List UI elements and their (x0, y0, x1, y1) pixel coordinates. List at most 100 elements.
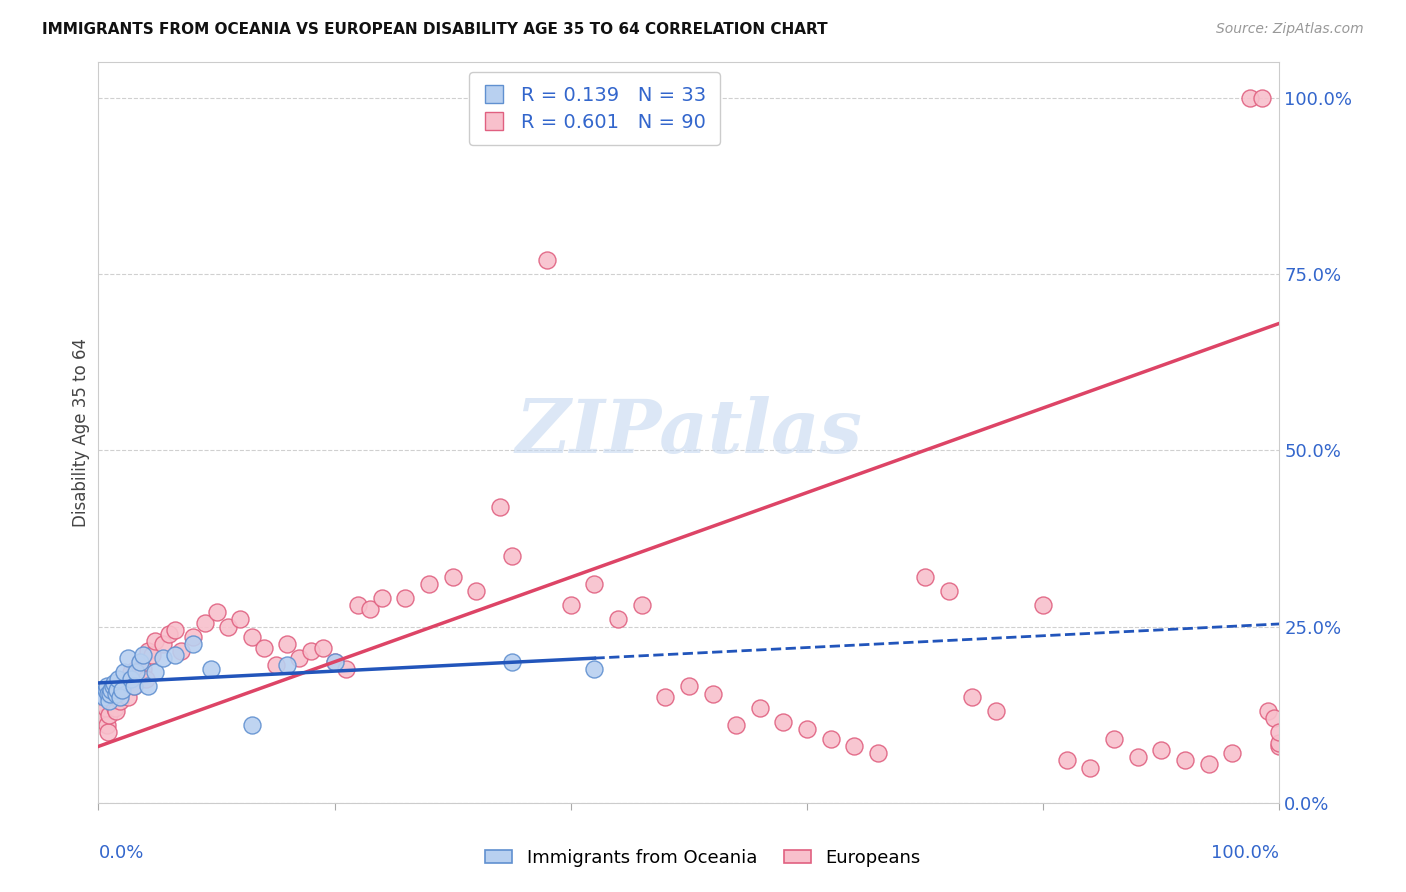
Point (264, 658, 287, 673)
Text: IMMIGRANTS FROM OCEANIA VS EUROPEAN DISABILITY AGE 35 TO 64 CORRELATION CHART: IMMIGRANTS FROM OCEANIA VS EUROPEAN DISA… (42, 22, 828, 37)
Y-axis label: Disability Age 35 to 64: Disability Age 35 to 64 (72, 338, 90, 527)
Point (152, 651, 174, 665)
Point (181, 637, 204, 651)
Point (100, 683, 122, 698)
Point (100, 686, 122, 700)
Point (844, 739, 866, 754)
Point (108, 690, 131, 704)
Point (702, 686, 724, 700)
Point (132, 648, 155, 662)
Text: 100.0%: 100.0% (1212, 844, 1279, 862)
Point (371, 591, 394, 606)
Point (170, 644, 193, 658)
Point (323, 655, 346, 669)
Point (253, 640, 276, 655)
Point (152, 637, 174, 651)
Point (1250, 91, 1272, 105)
Point (560, 599, 582, 613)
Point (276, 637, 298, 651)
Point (1126, 750, 1149, 764)
Point (205, 606, 228, 620)
Point (143, 665, 166, 680)
Point (98, 690, 121, 704)
Point (96, 718, 118, 732)
Point (112, 676, 135, 690)
Point (1263, 711, 1285, 725)
Point (125, 665, 148, 680)
Point (93, 711, 115, 725)
Point (465, 584, 488, 599)
Point (97, 725, 120, 739)
Point (93, 690, 115, 704)
Point (105, 680, 128, 694)
Point (136, 680, 159, 694)
Point (97, 686, 120, 700)
Point (103, 683, 125, 698)
Point (217, 619, 239, 633)
Point (1198, 757, 1220, 772)
Point (1174, 754, 1197, 768)
Point (105, 683, 128, 698)
Point (122, 680, 145, 694)
Point (1080, 760, 1102, 774)
Point (103, 676, 125, 690)
Point (105, 704, 128, 718)
Point (96, 680, 118, 694)
Point (359, 602, 381, 616)
Point (135, 673, 157, 687)
Point (141, 648, 163, 662)
Point (165, 623, 187, 637)
Point (441, 570, 464, 584)
Point (1268, 739, 1291, 754)
Point (122, 680, 145, 694)
Point (583, 577, 606, 591)
Point (938, 584, 960, 599)
Point (91, 704, 114, 718)
Point (654, 690, 676, 704)
Text: Source: ZipAtlas.com: Source: ZipAtlas.com (1216, 22, 1364, 37)
Point (107, 673, 129, 687)
Point (335, 662, 357, 676)
Point (501, 655, 523, 669)
Point (312, 640, 335, 655)
Point (132, 662, 155, 676)
Point (1268, 725, 1291, 739)
Point (1257, 704, 1279, 718)
Point (607, 612, 630, 626)
Legend: Immigrants from Oceania, Europeans: Immigrants from Oceania, Europeans (478, 842, 928, 874)
Legend: R = 0.139   N = 33, R = 0.601   N = 90: R = 0.139 N = 33, R = 0.601 N = 90 (468, 72, 720, 145)
Point (240, 630, 263, 644)
Point (820, 732, 842, 747)
Point (583, 662, 606, 676)
Point (143, 633, 166, 648)
Point (165, 648, 187, 662)
Point (136, 644, 159, 658)
Point (181, 630, 204, 644)
Point (796, 722, 818, 736)
Point (98, 707, 121, 722)
Point (299, 644, 322, 658)
Point (229, 612, 252, 626)
Point (98, 686, 121, 700)
Point (117, 690, 139, 704)
Point (128, 655, 150, 669)
Point (94, 700, 117, 714)
Point (489, 500, 512, 514)
Text: ZIPatlas: ZIPatlas (516, 396, 862, 469)
Point (725, 718, 748, 732)
Point (91, 697, 114, 711)
Point (125, 662, 148, 676)
Point (914, 570, 936, 584)
Point (101, 680, 124, 694)
Point (111, 683, 134, 698)
Point (394, 591, 416, 606)
Point (1239, 91, 1261, 105)
Point (117, 651, 139, 665)
Point (240, 718, 263, 732)
Point (112, 665, 135, 680)
Point (1220, 747, 1243, 761)
Point (101, 693, 124, 707)
Point (1268, 736, 1291, 750)
Text: 0.0%: 0.0% (98, 844, 143, 862)
Point (91, 686, 114, 700)
